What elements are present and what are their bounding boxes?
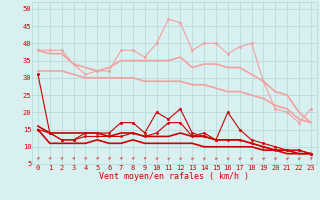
X-axis label: Vent moyen/en rafales ( km/h ): Vent moyen/en rafales ( km/h ) [100, 172, 249, 181]
